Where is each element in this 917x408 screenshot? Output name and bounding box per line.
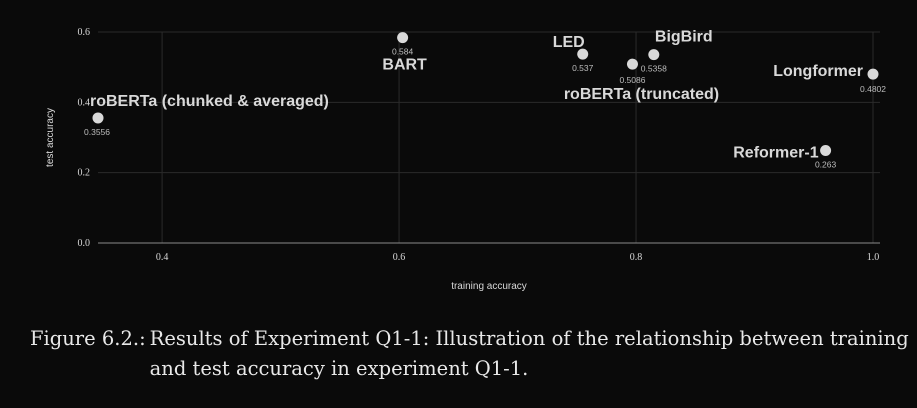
point-name-label: Reformer-1 xyxy=(733,145,818,162)
y-axis-title: test accuracy xyxy=(45,108,56,167)
point-value-label: 0.4802 xyxy=(860,84,886,94)
point-name-label: BigBird xyxy=(655,29,713,46)
point-value-label: 0.584 xyxy=(392,47,414,57)
point-name-label: roBERTa (chunked & averaged) xyxy=(90,93,329,110)
data-point-group: roBERTa (chunked & averaged) 0.3556 xyxy=(84,93,329,137)
y-tick-label: 0.0 xyxy=(78,238,91,249)
scatter-chart: 0.0 0.2 0.4 0.6 0.4 0.6 0.8 1.0 training accura… xyxy=(45,27,886,292)
point-name-label: Longformer xyxy=(773,63,863,80)
point-value-label: 0.3556 xyxy=(84,127,110,137)
data-point-group: BigBird 0.5358 xyxy=(641,29,713,74)
data-point-group: LED 0.537 xyxy=(553,34,594,73)
data-point xyxy=(577,48,589,60)
y-tick-label: 0.4 xyxy=(78,97,91,108)
data-point xyxy=(867,68,879,80)
figure-caption: Figure 6.2.: Results of Experiment Q1-1:… xyxy=(30,324,910,384)
data-points: roBERTa (chunked & averaged)0.3556BART0.… xyxy=(84,29,886,170)
caption-label: Figure 6.2.: xyxy=(30,327,146,350)
caption-text: Results of Experiment Q1-1: Illustration… xyxy=(149,327,909,380)
data-point xyxy=(92,112,104,124)
x-tick-label: 0.6 xyxy=(393,252,406,263)
point-name-label: roBERTa (truncated) xyxy=(564,86,719,103)
y-tick-label: 0.6 xyxy=(78,27,91,38)
y-tick-label: 0.2 xyxy=(78,168,91,179)
data-point xyxy=(626,58,638,70)
data-point xyxy=(648,49,660,61)
data-point-group: Longformer 0.4802 xyxy=(773,63,886,94)
x-tick-label: 0.4 xyxy=(156,252,169,263)
x-tick-label: 0.8 xyxy=(630,252,643,263)
grid-lines xyxy=(98,31,880,243)
point-value-label: 0.263 xyxy=(815,160,837,170)
point-value-label: 0.5358 xyxy=(641,64,667,74)
data-point xyxy=(397,32,409,44)
point-value-label: 0.5086 xyxy=(619,75,645,85)
axis-ticks: 0.0 0.2 0.4 0.6 0.4 0.6 0.8 1.0 xyxy=(78,27,880,263)
data-point xyxy=(820,145,832,157)
point-name-label: LED xyxy=(553,34,585,51)
x-axis-title: training accuracy xyxy=(451,281,527,292)
data-point-group: roBERTa (truncated)0.5086 xyxy=(564,58,719,103)
x-tick-label: 1.0 xyxy=(867,252,880,263)
point-name-label: BART xyxy=(382,57,427,74)
point-value-label: 0.537 xyxy=(572,63,594,73)
data-point-group: Reformer-10.263 xyxy=(733,145,836,170)
